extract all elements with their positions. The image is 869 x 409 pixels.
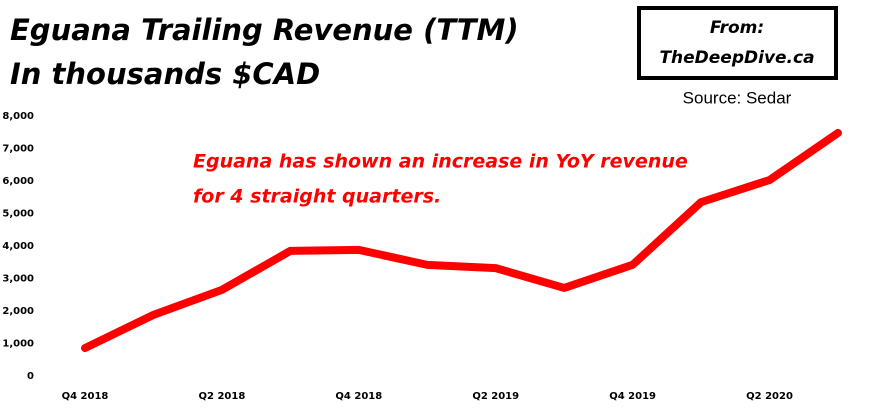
source: Source: Sedar [683,88,792,107]
x-tick-label: Q4 2018 [335,391,382,402]
x-tick-label: Q4 2018 [62,391,109,402]
y-tick-label: 4,000 [2,241,34,252]
y-tick-label: 7,000 [2,144,34,155]
y-tick-label: 8,000 [2,111,34,122]
annotation: Eguana has shown an increase in YoY reve… [193,151,688,173]
x-tick-label: Q2 2019 [472,391,519,402]
y-tick-label: 0 [27,371,34,382]
chart-subtitle: In thousands $CAD [10,57,320,91]
source-box-label: From: [710,18,764,38]
x-tick-label: Q4 2019 [609,391,656,402]
x-tick-label: Q2 2020 [746,391,793,402]
x-tick-label: Q2 2018 [199,391,246,402]
source-box [637,6,838,80]
line [81,128,842,353]
y-tick-label: 5,000 [2,209,34,220]
chart-title: Eguana Trailing Revenue (TTM) [10,13,519,47]
source-box-site: TheDeepDive.ca [659,48,814,68]
y-tick-label: 3,000 [2,274,34,285]
annotation: for 4 straight quarters. [193,186,441,208]
y-tick-label: 6,000 [2,176,34,187]
y-tick-label: 2,000 [2,306,34,317]
y-tick-label: 1,000 [2,339,34,350]
